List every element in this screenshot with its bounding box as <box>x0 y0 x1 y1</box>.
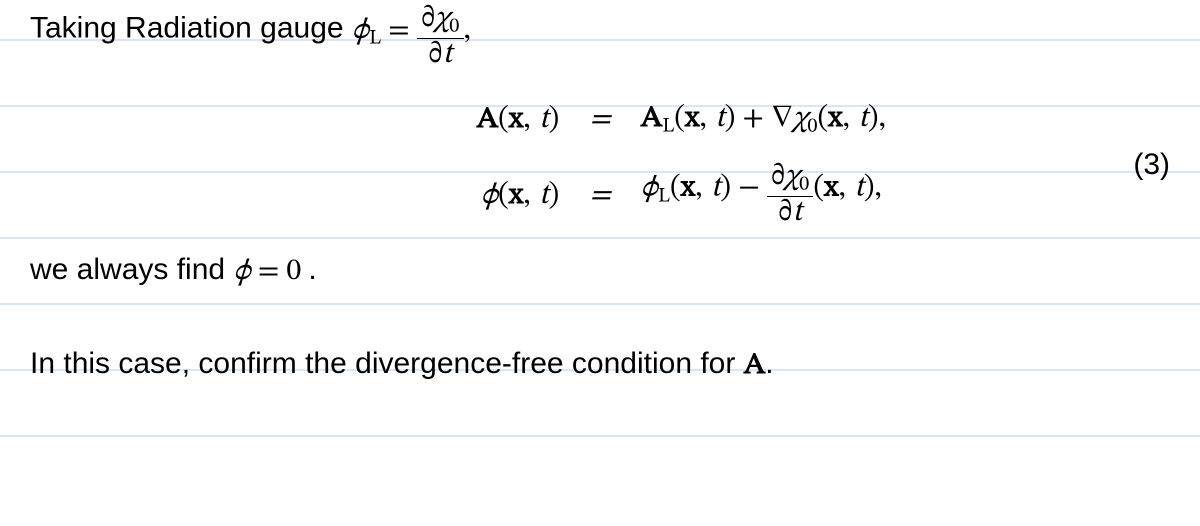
conclusion-period: . <box>308 253 316 286</box>
eqn2-lhs: ϕ(x,t) <box>481 177 559 215</box>
eqn2-equals: = <box>589 177 611 215</box>
conclusion-line: we always find ϕ = 0 . <box>30 250 1170 293</box>
equation-number: (3) <box>1133 148 1170 182</box>
eqn2-fraction: ∂χ0 ∂t <box>767 162 814 230</box>
intro-trail: , <box>464 16 471 46</box>
eq-sign: = <box>388 16 417 46</box>
conclusion-lead: we always find <box>30 253 233 286</box>
intro-math: ϕL = ∂χ0 ∂t , <box>352 16 471 46</box>
intro-fraction: ∂χ0 ∂t <box>417 4 464 72</box>
eqn2-rhs: ϕL(x,t) − ∂χ0 ∂t (x,t), <box>641 162 882 230</box>
phi: ϕ <box>352 16 369 46</box>
phi-sub: L <box>369 27 381 48</box>
eqn1-equals: = <box>589 101 611 139</box>
equation-block: A(x,t) = AL(x,t) + ∇χ0(x,t), ϕ(x,t) = ϕL… <box>30 100 1170 230</box>
conclusion-math: ϕ = 0 <box>233 257 308 287</box>
task-line: In this case, confirm the divergence-fre… <box>30 344 1170 387</box>
intro-lead: Taking Radiation gauge <box>30 12 352 45</box>
task-lead: In this case, confirm the divergence-fre… <box>30 347 744 380</box>
intro-line: Taking Radiation gauge ϕL = ∂χ0 ∂t , <box>30 0 1170 72</box>
task-period: . <box>765 347 773 380</box>
eqn1-lhs: A(x,t) <box>477 101 560 139</box>
task-A: A <box>744 351 766 381</box>
eqn1-rhs: AL(x,t) + ∇χ0(x,t), <box>641 100 886 140</box>
